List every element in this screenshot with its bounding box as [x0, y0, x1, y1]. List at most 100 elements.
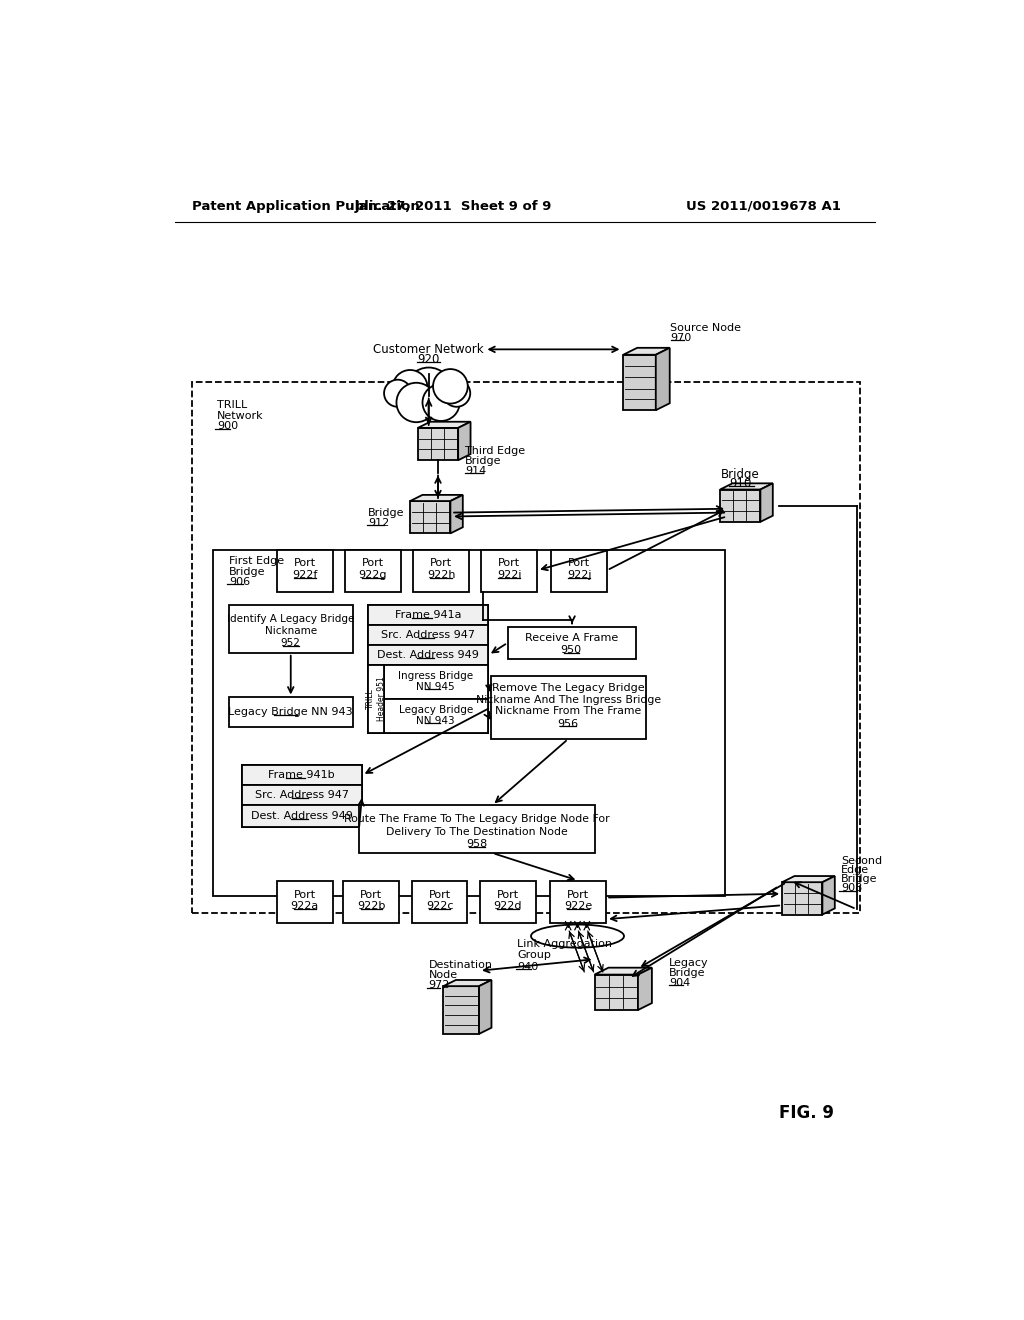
Text: Bridge: Bridge: [369, 508, 404, 517]
FancyBboxPatch shape: [414, 549, 469, 591]
Text: Bridge: Bridge: [669, 968, 706, 978]
FancyBboxPatch shape: [384, 700, 488, 733]
Text: Delivery To The Destination Node: Delivery To The Destination Node: [386, 828, 567, 837]
Text: NN 945: NN 945: [417, 681, 455, 692]
FancyBboxPatch shape: [345, 549, 400, 591]
FancyBboxPatch shape: [228, 605, 352, 653]
Circle shape: [433, 370, 468, 404]
Text: 922c: 922c: [426, 902, 454, 911]
Text: 908: 908: [841, 883, 862, 894]
Text: Bridge: Bridge: [841, 874, 878, 884]
Text: 922j: 922j: [567, 570, 591, 579]
Text: Customer Network: Customer Network: [374, 343, 484, 356]
Text: 906: 906: [228, 577, 250, 587]
Text: 920: 920: [418, 352, 440, 366]
FancyBboxPatch shape: [242, 785, 362, 805]
Text: 970: 970: [671, 333, 692, 343]
Polygon shape: [595, 968, 652, 974]
Polygon shape: [782, 882, 822, 915]
FancyBboxPatch shape: [480, 880, 536, 923]
Text: Remove The Legacy Bridge: Remove The Legacy Bridge: [492, 684, 644, 693]
Text: Identify A Legacy Bridge: Identify A Legacy Bridge: [227, 614, 354, 624]
Text: Jan. 27, 2011  Sheet 9 of 9: Jan. 27, 2011 Sheet 9 of 9: [354, 199, 552, 213]
FancyBboxPatch shape: [550, 880, 606, 923]
Text: Port: Port: [360, 890, 382, 899]
Polygon shape: [720, 483, 773, 490]
Polygon shape: [595, 974, 638, 1010]
Text: Port: Port: [361, 558, 384, 569]
Text: 950: 950: [561, 645, 582, 656]
Text: Link Aggregation: Link Aggregation: [517, 939, 612, 949]
Text: 952: 952: [281, 639, 301, 648]
Polygon shape: [479, 979, 492, 1034]
FancyBboxPatch shape: [551, 549, 607, 591]
Circle shape: [443, 380, 470, 407]
Text: 922e: 922e: [564, 902, 593, 911]
Text: 922h: 922h: [427, 570, 456, 579]
Text: Frame 941a: Frame 941a: [394, 610, 461, 620]
FancyBboxPatch shape: [242, 766, 362, 826]
Text: Bridge: Bridge: [721, 467, 760, 480]
FancyBboxPatch shape: [276, 549, 333, 591]
Text: Legacy Bridge NN 943: Legacy Bridge NN 943: [228, 708, 353, 717]
Text: Ingress Bridge: Ingress Bridge: [398, 671, 473, 681]
Text: Destination: Destination: [429, 961, 493, 970]
Text: Port: Port: [430, 558, 453, 569]
Text: Legacy Bridge: Legacy Bridge: [398, 705, 473, 714]
Text: NN 943: NN 943: [417, 715, 455, 726]
FancyBboxPatch shape: [369, 645, 488, 665]
Text: Nickname From The Frame: Nickname From The Frame: [495, 706, 641, 717]
FancyBboxPatch shape: [369, 605, 488, 626]
Text: Dest. Address 949: Dest. Address 949: [251, 810, 352, 821]
Polygon shape: [443, 986, 479, 1034]
Text: 922f: 922f: [292, 570, 317, 579]
Circle shape: [396, 383, 436, 422]
Text: Group: Group: [517, 950, 551, 961]
Text: 958: 958: [466, 840, 487, 850]
Polygon shape: [418, 422, 471, 428]
Polygon shape: [624, 355, 655, 411]
FancyBboxPatch shape: [481, 549, 538, 591]
Circle shape: [406, 367, 453, 414]
Circle shape: [384, 380, 412, 407]
Circle shape: [423, 384, 460, 421]
FancyBboxPatch shape: [490, 676, 646, 739]
Polygon shape: [458, 422, 471, 461]
FancyBboxPatch shape: [412, 880, 467, 923]
Text: 956: 956: [558, 718, 579, 729]
Text: Second: Second: [841, 855, 882, 866]
Text: Port: Port: [567, 890, 590, 899]
FancyBboxPatch shape: [242, 766, 362, 785]
FancyBboxPatch shape: [228, 697, 352, 726]
Text: Src. Address 947: Src. Address 947: [381, 630, 475, 640]
Text: 922i: 922i: [497, 570, 521, 579]
Polygon shape: [410, 495, 463, 502]
Text: 910: 910: [729, 477, 752, 490]
Text: Third Edge: Third Edge: [465, 446, 525, 455]
Polygon shape: [418, 428, 458, 461]
FancyBboxPatch shape: [369, 605, 488, 733]
Text: 904: 904: [669, 978, 690, 989]
FancyBboxPatch shape: [276, 880, 333, 923]
Text: Network: Network: [217, 411, 264, 421]
Text: Patent Application Publication: Patent Application Publication: [191, 199, 419, 213]
Text: Port: Port: [499, 558, 520, 569]
Polygon shape: [822, 876, 835, 915]
Text: Bridge: Bridge: [228, 566, 265, 577]
Text: 922b: 922b: [357, 902, 386, 911]
Text: TRILL
Header 951: TRILL Header 951: [367, 677, 386, 721]
Text: 900: 900: [217, 421, 239, 432]
Polygon shape: [624, 348, 670, 355]
Polygon shape: [410, 502, 451, 533]
Text: 922a: 922a: [291, 902, 318, 911]
Text: Nickname And The Ingress Bridge: Nickname And The Ingress Bridge: [475, 694, 660, 705]
Text: Edge: Edge: [841, 865, 869, 875]
Polygon shape: [782, 876, 835, 882]
Text: First Edge: First Edge: [228, 556, 284, 566]
Text: Source Node: Source Node: [671, 323, 741, 333]
Text: Port: Port: [294, 558, 315, 569]
FancyBboxPatch shape: [343, 880, 399, 923]
Text: 914: 914: [465, 466, 486, 477]
Polygon shape: [638, 968, 652, 1010]
Polygon shape: [451, 495, 463, 533]
